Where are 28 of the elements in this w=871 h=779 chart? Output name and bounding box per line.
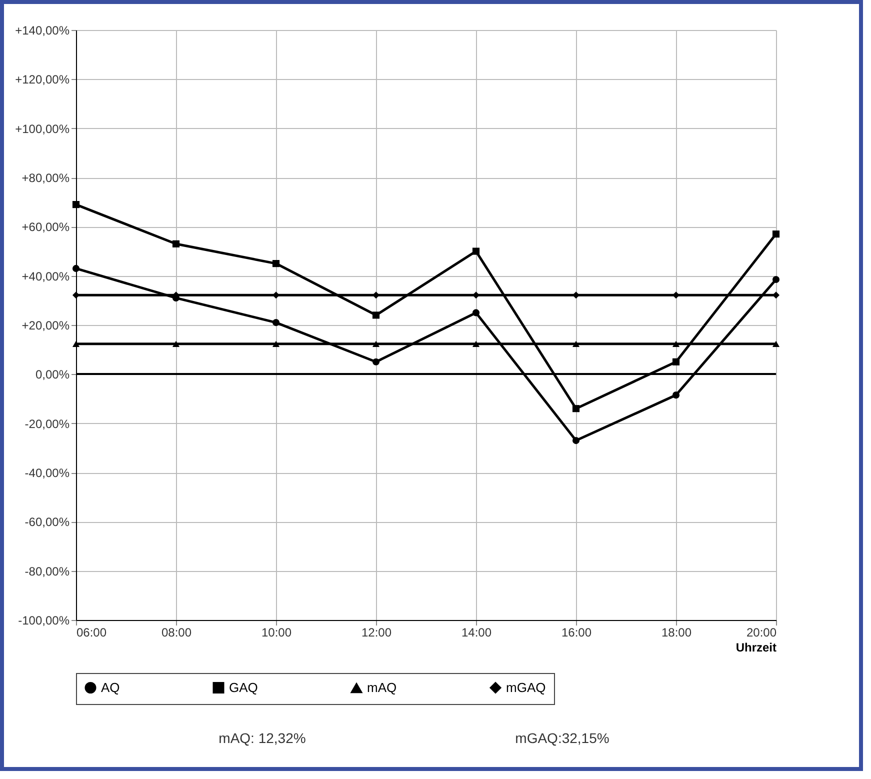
y-tick-label: +60,00% xyxy=(22,220,70,234)
legend-label: GAQ xyxy=(229,680,258,695)
legend-label: AQ xyxy=(101,680,120,695)
x-tick-label: 12:00 xyxy=(361,626,392,640)
x-tick-label: 20:00 xyxy=(746,626,777,640)
y-tick-label: +40,00% xyxy=(22,269,70,284)
x-tick-label: 06:00 xyxy=(76,626,107,640)
y-tick-label: +120,00% xyxy=(15,72,70,87)
y-tick-label: +100,00% xyxy=(15,122,70,136)
x-tick-label: 08:00 xyxy=(161,626,192,640)
x-tick-label: 18:00 xyxy=(661,626,692,640)
y-tick-label: -60,00% xyxy=(24,515,70,530)
y-tick-label: -40,00% xyxy=(24,466,70,480)
legend-label: mGAQ xyxy=(506,680,546,695)
x-tick-label: 16:00 xyxy=(561,626,592,640)
y-tick-label: -100,00% xyxy=(18,614,70,628)
y-tick-label: -80,00% xyxy=(24,564,70,578)
y-tick-label: 0,00% xyxy=(35,368,70,382)
text: mGAQ:32,15% xyxy=(515,730,610,746)
y-tick-label: +140,00% xyxy=(15,24,70,38)
y-tick-label: +80,00% xyxy=(22,171,70,185)
y-tick-label: -20,00% xyxy=(24,416,70,431)
y-tick-label: +20,00% xyxy=(22,318,70,332)
x-tick-label: 10:00 xyxy=(261,626,292,640)
x-axis-title: Uhrzeit xyxy=(736,640,776,654)
legend-label: mAQ xyxy=(367,680,397,696)
x-tick-label: 14:00 xyxy=(461,626,492,640)
text: mAQ: 12,32% xyxy=(218,730,306,746)
